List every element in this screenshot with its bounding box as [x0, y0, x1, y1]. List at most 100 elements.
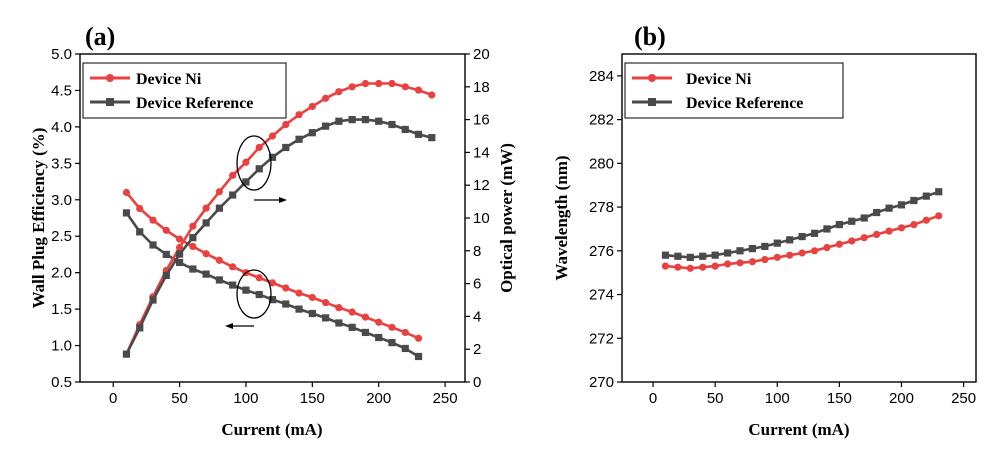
- y-tick-label: 3.5: [51, 155, 72, 172]
- data-point-device-reference: [414, 130, 423, 138]
- data-point-device-reference: [873, 208, 881, 217]
- panel-b-frame: [621, 53, 977, 383]
- legend-b-marker-ni: [648, 74, 656, 82]
- data-point-device-ni: [786, 251, 794, 259]
- data-point-device-ni: [910, 220, 918, 229]
- series-line-device-reference: [125, 118, 433, 355]
- data-point-device-ni: [255, 143, 263, 152]
- x-tick-label: 200: [889, 390, 914, 407]
- panel-a-ylabel: Wall Plug Efficiency (%): [29, 128, 48, 309]
- data-point-device-reference: [189, 265, 197, 273]
- y2-tick-label: 14: [473, 144, 490, 161]
- y-tick-label: 5.0: [51, 46, 72, 63]
- x-tick-label: 100: [233, 390, 258, 407]
- data-point-device-ni: [282, 284, 290, 292]
- y2-tick-label: 18: [473, 79, 490, 96]
- y-tick-label: 270: [589, 374, 614, 391]
- data-point-device-reference: [723, 249, 732, 257]
- data-point-device-ni: [873, 230, 881, 238]
- data-point-device-reference: [175, 250, 184, 258]
- y-tick-label: 2.5: [51, 228, 72, 245]
- y2-tick-label: 2: [473, 341, 481, 358]
- data-point-device-reference: [322, 122, 330, 130]
- data-point-device-ni: [388, 79, 396, 88]
- data-point-device-reference: [348, 323, 356, 331]
- y-tick-label: 4.5: [51, 82, 72, 99]
- y-tick-label: 1.5: [51, 301, 72, 318]
- panel-a-xlabel: Current (mA): [221, 420, 322, 439]
- panel-b-legend-box: [624, 62, 844, 119]
- legend-b-marker-reference: [648, 98, 656, 106]
- data-point-device-reference: [136, 324, 144, 332]
- panel-a-legend: Device Ni Device Reference: [82, 62, 287, 119]
- data-point-device-reference: [308, 309, 316, 318]
- data-point-device-ni: [810, 247, 819, 255]
- data-point-device-reference: [255, 290, 263, 299]
- data-point-device-ni: [202, 250, 210, 258]
- data-point-device-ni: [674, 263, 682, 271]
- data-point-device-ni: [122, 188, 131, 197]
- series-line-device-reference: [665, 190, 940, 259]
- data-point-device-reference: [335, 117, 343, 125]
- data-point-device-reference: [255, 165, 263, 173]
- data-point-device-ni: [835, 240, 843, 248]
- y-tick-label: 3.0: [51, 192, 72, 209]
- x-tick-label: 150: [827, 390, 852, 407]
- data-point-device-ni: [242, 158, 250, 166]
- data-point-device-reference: [428, 134, 436, 142]
- panel-a-ellipse-wpe: [236, 269, 272, 319]
- data-point-device-ni: [175, 243, 184, 252]
- data-point-device-reference: [860, 214, 868, 222]
- y2-tick-label: 8: [473, 243, 481, 260]
- panel-a: (a) 0 50 100 150 200 2500.51.01.52.02.53.03.5…: [29, 22, 516, 439]
- x-tick-label: 100: [765, 390, 790, 407]
- data-point-device-ni: [885, 227, 893, 235]
- data-point-device-ni: [215, 188, 223, 196]
- data-point-device-reference: [823, 225, 831, 233]
- y-tick-label: 272: [589, 330, 614, 347]
- data-point-device-reference: [122, 209, 131, 217]
- data-point-device-ni: [375, 318, 383, 326]
- data-point-device-ni: [295, 111, 303, 119]
- data-point-device-reference: [149, 296, 157, 304]
- y2-tick-label: 0: [473, 374, 481, 391]
- data-point-device-ni: [308, 102, 316, 111]
- y2-tick-label: 12: [473, 177, 490, 194]
- data-point-device-ni: [723, 260, 732, 268]
- data-point-device-ni: [308, 293, 316, 302]
- data-point-device-ni: [736, 259, 744, 267]
- data-point-device-reference: [229, 191, 237, 199]
- panel-a-legend-box: [82, 62, 287, 119]
- data-point-device-reference: [761, 242, 769, 251]
- data-point-device-ni: [897, 224, 906, 232]
- legend-label-ni: Device Ni: [136, 71, 202, 88]
- data-point-device-reference: [268, 153, 277, 161]
- x-tick-label: 200: [366, 390, 391, 407]
- data-point-device-ni: [295, 289, 303, 297]
- data-point-device-ni: [335, 304, 343, 312]
- panel-b-label: (b): [634, 22, 666, 51]
- data-point-device-reference: [736, 247, 744, 255]
- legend-b-label-reference: Device Reference: [686, 95, 803, 112]
- data-point-device-ni: [348, 83, 356, 91]
- data-point-device-ni: [401, 328, 409, 337]
- data-point-device-reference: [215, 276, 223, 284]
- data-point-device-ni: [860, 234, 868, 242]
- data-point-device-ni: [322, 298, 330, 307]
- panel-a-y2label: Optical power (mW): [497, 143, 516, 293]
- data-point-device-ni: [189, 242, 197, 251]
- panel-a-ellipse-optical: [236, 135, 272, 191]
- y-tick-label: 2.0: [51, 265, 72, 282]
- data-point-device-reference: [282, 143, 290, 152]
- data-point-device-ni: [282, 120, 290, 129]
- data-point-device-reference: [282, 300, 290, 308]
- data-point-device-reference: [175, 258, 184, 267]
- data-point-device-reference: [202, 270, 210, 278]
- data-point-device-reference: [308, 129, 316, 137]
- data-point-device-ni: [229, 171, 237, 179]
- data-point-device-reference: [897, 201, 906, 209]
- data-point-device-ni: [255, 274, 263, 282]
- y-tick-label: 274: [589, 287, 614, 304]
- legend-label-reference: Device Reference: [136, 95, 253, 112]
